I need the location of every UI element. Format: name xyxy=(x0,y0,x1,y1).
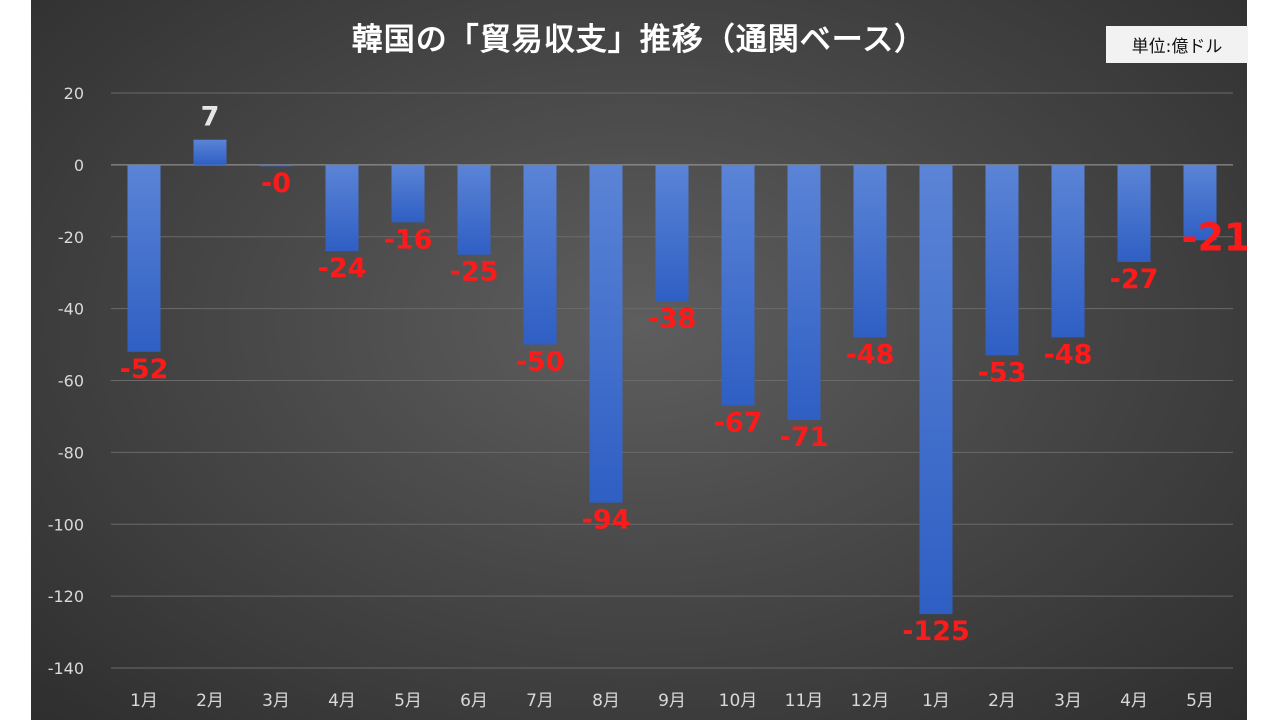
y-tick-label: 20 xyxy=(64,84,84,103)
bar xyxy=(853,164,887,338)
x-tick-label: 3月 xyxy=(262,691,290,711)
x-tick-label: 5月 xyxy=(394,691,422,711)
x-tick-label: 10月 xyxy=(719,691,758,711)
y-tick-label: -80 xyxy=(58,443,84,462)
x-tick-label: 2月 xyxy=(988,691,1016,711)
x-tick-label: 11月 xyxy=(785,691,824,711)
data-label: -16 xyxy=(384,224,433,255)
x-tick-label: 3月 xyxy=(1054,691,1082,711)
bar xyxy=(325,164,359,252)
x-tick-label: 9月 xyxy=(658,691,686,711)
bar xyxy=(193,139,227,165)
y-tick-label: -100 xyxy=(48,515,84,534)
x-axis-ticks: 1月 2月 3月 4月 5月 6月 7月 8月 9月 10月 11月 12月 1月 2月 3月 4月 5月 xyxy=(130,691,1214,711)
unit-label: 単位:億ドル xyxy=(1106,26,1248,63)
x-tick-label: 12月 xyxy=(851,691,890,711)
bar xyxy=(1183,164,1217,241)
y-tick-label: -60 xyxy=(58,372,84,391)
bar xyxy=(787,164,821,421)
y-tick-label: -120 xyxy=(48,587,84,606)
x-tick-label: 8月 xyxy=(592,691,620,711)
x-tick-label: 2月 xyxy=(196,691,224,711)
chart-panel: 韓国の「貿易収支」推移（通関ベース） 単位:億ドル 20 0 -20 -40 -60 -8… xyxy=(31,0,1248,720)
data-label: -71 xyxy=(780,422,829,453)
y-axis-ticks: 20 0 -20 -40 -60 -80 -100 -120 -140 xyxy=(48,84,84,678)
x-tick-label: 1月 xyxy=(130,691,158,711)
data-labels: -52 7 -0 -24 -16 -25 -50 -94 -38 -67 -71 -48 -125 -53… xyxy=(120,102,1247,647)
y-tick-label: -40 xyxy=(58,300,84,319)
data-label: -50 xyxy=(516,347,565,378)
bar xyxy=(457,164,491,255)
data-label: -24 xyxy=(318,253,367,284)
bar xyxy=(589,164,623,503)
bar xyxy=(1051,164,1085,338)
bar xyxy=(391,164,425,223)
bar-chart: 20 0 -20 -40 -60 -80 -100 -120 -140 -52 7 -0 -24 -16… xyxy=(48,84,1247,711)
x-tick-label: 4月 xyxy=(328,691,356,711)
bar xyxy=(919,164,953,615)
bar xyxy=(655,164,689,302)
data-label: 7 xyxy=(201,102,220,133)
bar xyxy=(985,164,1019,356)
bar xyxy=(259,164,293,167)
x-tick-label: 6月 xyxy=(460,691,488,711)
bars xyxy=(127,139,1217,615)
x-tick-label: 5月 xyxy=(1186,691,1214,711)
data-label: -94 xyxy=(582,505,631,536)
bar xyxy=(127,164,161,352)
y-tick-label: 0 xyxy=(74,156,84,175)
chart-title: 韓国の「貿易収支」推移（通関ベース） xyxy=(351,22,927,58)
data-label: -52 xyxy=(120,354,169,385)
data-label: -67 xyxy=(714,408,763,439)
x-tick-label: 7月 xyxy=(526,691,554,711)
x-tick-label: 1月 xyxy=(922,691,950,711)
data-label: -27 xyxy=(1110,264,1159,295)
data-label: -25 xyxy=(450,257,499,288)
data-label: -21 xyxy=(1182,215,1247,259)
data-label: -48 xyxy=(846,339,895,370)
bar xyxy=(721,164,755,406)
data-label: -38 xyxy=(648,303,697,334)
data-label: -125 xyxy=(902,616,970,647)
bar xyxy=(523,164,557,345)
data-label: -53 xyxy=(978,357,1027,388)
data-label: -0 xyxy=(261,168,291,199)
data-label: -48 xyxy=(1044,339,1093,370)
bar xyxy=(1117,164,1151,262)
y-tick-label: -140 xyxy=(48,659,84,678)
x-tick-label: 4月 xyxy=(1120,691,1148,711)
y-tick-label: -20 xyxy=(58,228,84,247)
